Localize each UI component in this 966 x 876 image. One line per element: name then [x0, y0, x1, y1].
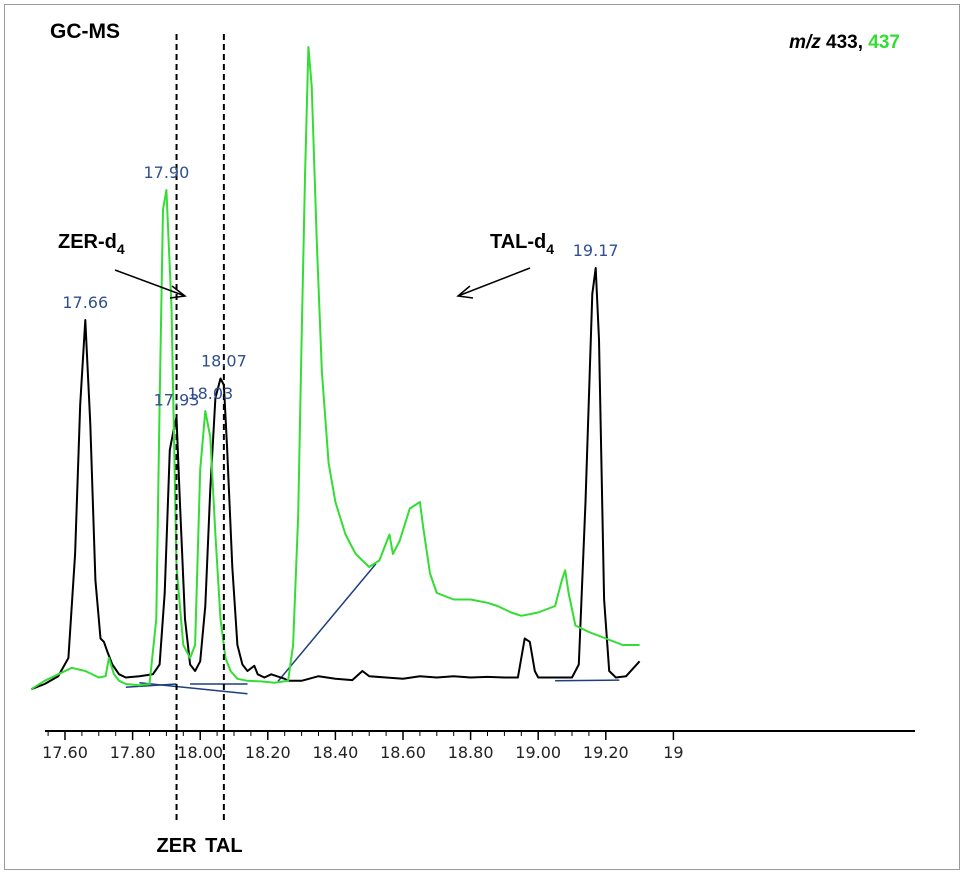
x-tick-label-3: 18.20	[245, 743, 291, 762]
annotation-tal-d4-arrow	[457, 267, 531, 297]
annotation-tal-d4-base: TAL-d	[490, 231, 546, 253]
x-tick-label-4: 18.40	[312, 743, 358, 762]
peak-label-5: 19.17	[573, 241, 619, 260]
legend-ion433: 433,	[821, 32, 869, 53]
series-ion437	[30, 46, 640, 691]
annotation-zer-d4: ZER-d4	[58, 231, 125, 257]
peak-label-4: 18.07	[201, 352, 247, 371]
baseline-1	[139, 681, 248, 695]
retention-markers: ZER TAL	[157, 34, 243, 857]
x-tick-label-1: 17.80	[110, 743, 156, 762]
annotation-zer-d4-arrowhead	[169, 285, 187, 299]
x-axis-ticks: 17.60 17.80 18.00 18.20 18.40 18.60 18.80 19.00…	[42, 731, 684, 762]
legend: m/z 433, 437	[789, 32, 900, 53]
annotation-tal-d4: TAL-d4	[490, 231, 554, 257]
baseline-0	[125, 683, 177, 688]
marker-label-tal: TAL	[205, 835, 242, 857]
annotation-tal-d4-sub: 4	[546, 241, 554, 257]
x-tick-label-8: 19.20	[583, 743, 629, 762]
baseline-4	[555, 679, 620, 682]
x-tick-label-2: 18.00	[177, 743, 223, 762]
x-tick-label-7: 19.00	[515, 743, 561, 762]
peak-label-2: 17.93	[154, 391, 200, 410]
x-tick-label-6: 18.80	[448, 743, 494, 762]
marker-label-zer: ZER	[157, 835, 198, 857]
chart-frame	[4, 4, 960, 870]
peak-label-0: 17.66	[62, 293, 108, 312]
legend-mz: m/z	[789, 32, 821, 53]
x-tick-label-9: 19	[663, 743, 683, 762]
annotation-zer-d4-base: ZER-d	[58, 231, 117, 253]
x-tick-label-5: 18.60	[380, 743, 426, 762]
annotation-zer-d4-arrow	[114, 269, 186, 297]
x-tick-label-0: 17.60	[42, 743, 88, 762]
legend-ion437: 437	[868, 32, 900, 53]
baseline-3	[277, 563, 377, 682]
peak-label-1: 17.90	[143, 163, 189, 182]
series-group	[30, 46, 641, 691]
series-ion433	[30, 267, 641, 691]
annotation-zer-d4-sub: 4	[117, 241, 125, 257]
chart-title: GC-MS	[50, 20, 120, 43]
annotation-tal-d4-arrowhead	[456, 285, 474, 299]
peak-label-3: 18.03	[187, 384, 233, 403]
integration-baselines	[125, 563, 620, 695]
